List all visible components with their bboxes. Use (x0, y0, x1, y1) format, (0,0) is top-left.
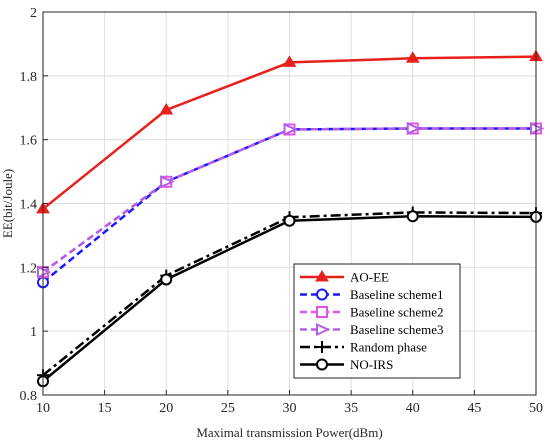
x-tick-label: 25 (221, 401, 235, 416)
series-no-irs (37, 210, 542, 388)
square-marker (316, 306, 328, 318)
triangle-marker (159, 103, 174, 115)
legend-label: Random phase (350, 340, 427, 355)
legend-label: NO-IRS (350, 357, 393, 372)
series-ao-ee (36, 49, 543, 214)
legend-label: Baseline scheme2 (350, 305, 444, 320)
x-axis-label: Maximal transmission Power(dBm) (196, 425, 382, 440)
circle-marker (160, 273, 173, 286)
y-axis-label: EE(bit/Joule) (0, 169, 15, 238)
legend-item: Baseline scheme2 (300, 305, 444, 320)
x-tick-label: 30 (283, 401, 297, 416)
triangle-marker (405, 51, 420, 63)
circle-marker (283, 214, 296, 227)
y-tick-label: 1 (30, 325, 37, 340)
x-tick-label: 10 (36, 401, 50, 416)
legend-item: AO-EE (300, 270, 389, 285)
legend-item: NO-IRS (300, 357, 393, 372)
y-tick-label: 1.2 (20, 261, 38, 276)
x-tick-label: 35 (344, 401, 358, 416)
triangle-right-marker (316, 322, 331, 337)
triangle-marker (282, 55, 297, 67)
x-tick-label: 40 (406, 401, 420, 416)
triangle-right-marker (406, 121, 422, 136)
circle-marker (316, 358, 328, 371)
grid (43, 12, 536, 395)
y-tick-label: 1.8 (20, 70, 38, 85)
triangle-marker (315, 270, 329, 282)
x-tick-label: 50 (529, 401, 543, 416)
x-tick-label: 20 (159, 401, 173, 416)
legend-label: Baseline scheme1 (350, 287, 444, 302)
legend-item: Baseline scheme1 (300, 287, 444, 302)
y-tick-label: 1.4 (20, 198, 38, 213)
plus-marker (316, 341, 328, 353)
series-baseline-scheme3 (37, 121, 545, 279)
x-tick-label: 45 (467, 401, 481, 416)
y-tick-label: 0.8 (20, 389, 38, 404)
legend-label: Baseline scheme3 (350, 322, 444, 337)
series-group (36, 49, 545, 388)
triangle-right-marker (283, 122, 298, 137)
circle-marker (316, 288, 328, 301)
ticks: 10 15 20 25 30 35 40 45 50 0.8 1 1.2 1.4 1.6 1.8 2 (20, 6, 544, 416)
x-tick-label: 15 (98, 401, 112, 416)
triangle-right-marker (160, 175, 175, 189)
legend: AO-EE Baseline scheme1 Baseline scheme2 Bas… (293, 263, 461, 379)
circle-marker (406, 210, 419, 223)
legend-item: Random phase (300, 340, 427, 355)
y-tick-label: 2 (30, 6, 37, 21)
y-tick-label: 1.6 (20, 134, 38, 149)
legend-item: Baseline scheme3 (300, 322, 444, 337)
legend-label: AO-EE (350, 270, 389, 285)
